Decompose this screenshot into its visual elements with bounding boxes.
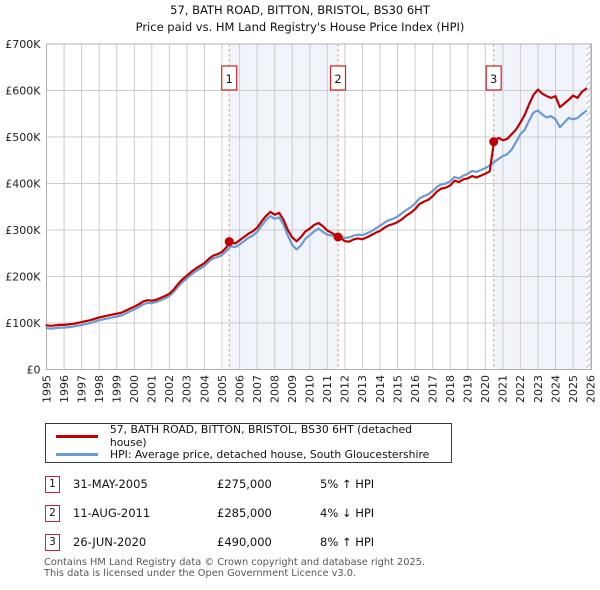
svg-text:2006: 2006 (233, 375, 246, 403)
svg-text:2000: 2000 (128, 375, 141, 403)
svg-text:1998: 1998 (93, 375, 106, 403)
svg-text:£700K: £700K (5, 38, 41, 51)
transaction-row: 3 26-JUN-2020 £490,000 8% ↑ HPI (0, 534, 600, 552)
transaction-hpi-delta: 4% ↓ HPI (320, 506, 375, 520)
sale-marker-label: 2 (334, 72, 341, 86)
svg-text:1999: 1999 (111, 375, 124, 403)
svg-text:2025: 2025 (567, 375, 580, 403)
footer-copyright: Contains HM Land Registry data © Crown c… (44, 557, 426, 568)
legend-item-hpi: HPI: Average price, detached house, Sout… (56, 445, 451, 463)
sale-marker-box (329, 65, 347, 91)
svg-text:£400K: £400K (5, 178, 41, 191)
sale-marker-label: 3 (490, 72, 497, 86)
transaction-row: 2 11-AUG-2011 £285,000 4% ↓ HPI (0, 505, 600, 523)
transaction-price: £285,000 (217, 506, 272, 520)
svg-text:2010: 2010 (304, 375, 317, 403)
svg-text:2012: 2012 (339, 375, 352, 403)
svg-text:2023: 2023 (532, 375, 545, 403)
legend-label-property: 57, BATH ROAD, BITTON, BRISTOL, BS30 6HT… (109, 423, 412, 449)
legend-label-hpi: HPI: Average price, detached house, Sout… (110, 447, 430, 461)
sale-marker-box (485, 65, 502, 91)
transaction-hpi-delta: 5% ↑ HPI (320, 477, 375, 491)
svg-text:£100K: £100K (5, 317, 41, 330)
svg-text:2014: 2014 (374, 375, 387, 403)
svg-text:£200K: £200K (5, 271, 41, 284)
svg-text:2021: 2021 (497, 375, 510, 403)
svg-text:2015: 2015 (391, 375, 404, 403)
sale-point-dot (489, 137, 499, 147)
svg-text:2019: 2019 (462, 375, 475, 403)
transaction-price: £275,000 (217, 477, 272, 491)
svg-text:2022: 2022 (514, 375, 527, 403)
legend-item-property: 57, BATH ROAD, BITTON, BRISTOL, BS30 6HT… (56, 423, 451, 449)
sale-marker-label: 1 (226, 72, 233, 86)
svg-text:1995: 1995 (40, 375, 53, 403)
transaction-number-badge: 2 (45, 505, 60, 522)
sale-point-dot (333, 232, 343, 242)
series-line-hpi (45, 109, 588, 330)
svg-text:2024: 2024 (549, 375, 562, 403)
svg-text:2013: 2013 (356, 375, 369, 403)
svg-text:£0: £0 (27, 364, 41, 377)
svg-text:£500K: £500K (5, 131, 41, 144)
price-chart: 1 2 3 £0 £100K £200K £300K £400K £500K £600K £700K… (5, 38, 597, 403)
future-hatch-lines (586, 44, 592, 370)
svg-text:2005: 2005 (216, 375, 229, 403)
svg-text:2007: 2007 (251, 375, 264, 403)
plot-border (46, 43, 592, 370)
svg-text:2001: 2001 (146, 375, 159, 403)
transaction-row: 1 31-MAY-2005 £275,000 5% ↑ HPI (0, 476, 600, 494)
footer-licence: This data is licensed under the Open Gov… (44, 568, 357, 579)
page-subtitle: Price paid vs. HM Land Registry's House … (135, 20, 465, 34)
svg-text:£300K: £300K (5, 224, 41, 237)
page-title: 57, BATH ROAD, BITTON, BRISTOL, BS30 6HT (170, 3, 430, 17)
svg-text:1997: 1997 (75, 375, 88, 403)
transaction-price: £490,000 (217, 535, 272, 549)
svg-text:2008: 2008 (269, 375, 282, 403)
transaction-number-badge: 1 (45, 476, 60, 493)
svg-text:2009: 2009 (286, 375, 299, 403)
svg-text:2018: 2018 (444, 375, 457, 403)
svg-text:2017: 2017 (427, 375, 440, 403)
svg-text:2011: 2011 (321, 375, 334, 403)
svg-text:2026: 2026 (584, 375, 597, 403)
svg-text:1996: 1996 (58, 375, 71, 403)
ownership-bands (229, 44, 592, 370)
svg-text:2020: 2020 (479, 375, 492, 403)
svg-text:£600K: £600K (5, 85, 41, 98)
y-axis-labels: £0 £100K £200K £300K £400K £500K £600K £700K (5, 38, 41, 377)
transaction-date: 31-MAY-2005 (73, 477, 148, 491)
x-axis-labels: 1995 1996 1997 1998 1999 2000 2001 2002 2003 2004… (40, 375, 597, 403)
transaction-number-badge: 3 (45, 534, 60, 551)
legend: 57, BATH ROAD, BITTON, BRISTOL, BS30 6HT… (45, 423, 452, 463)
legend-swatch-property-line (56, 434, 98, 438)
legend-swatch-hpi-line (56, 452, 98, 456)
sale-point-dot (224, 237, 234, 247)
transaction-date: 26-JUN-2020 (73, 535, 147, 549)
svg-text:2003: 2003 (181, 375, 194, 403)
svg-text:2004: 2004 (198, 375, 211, 403)
transaction-hpi-delta: 8% ↑ HPI (320, 535, 375, 549)
sale-marker-lines (228, 44, 495, 370)
svg-text:2002: 2002 (163, 375, 176, 403)
sale-marker-box (221, 65, 238, 91)
transaction-date: 11-AUG-2011 (73, 506, 151, 520)
svg-text:2016: 2016 (409, 375, 422, 403)
